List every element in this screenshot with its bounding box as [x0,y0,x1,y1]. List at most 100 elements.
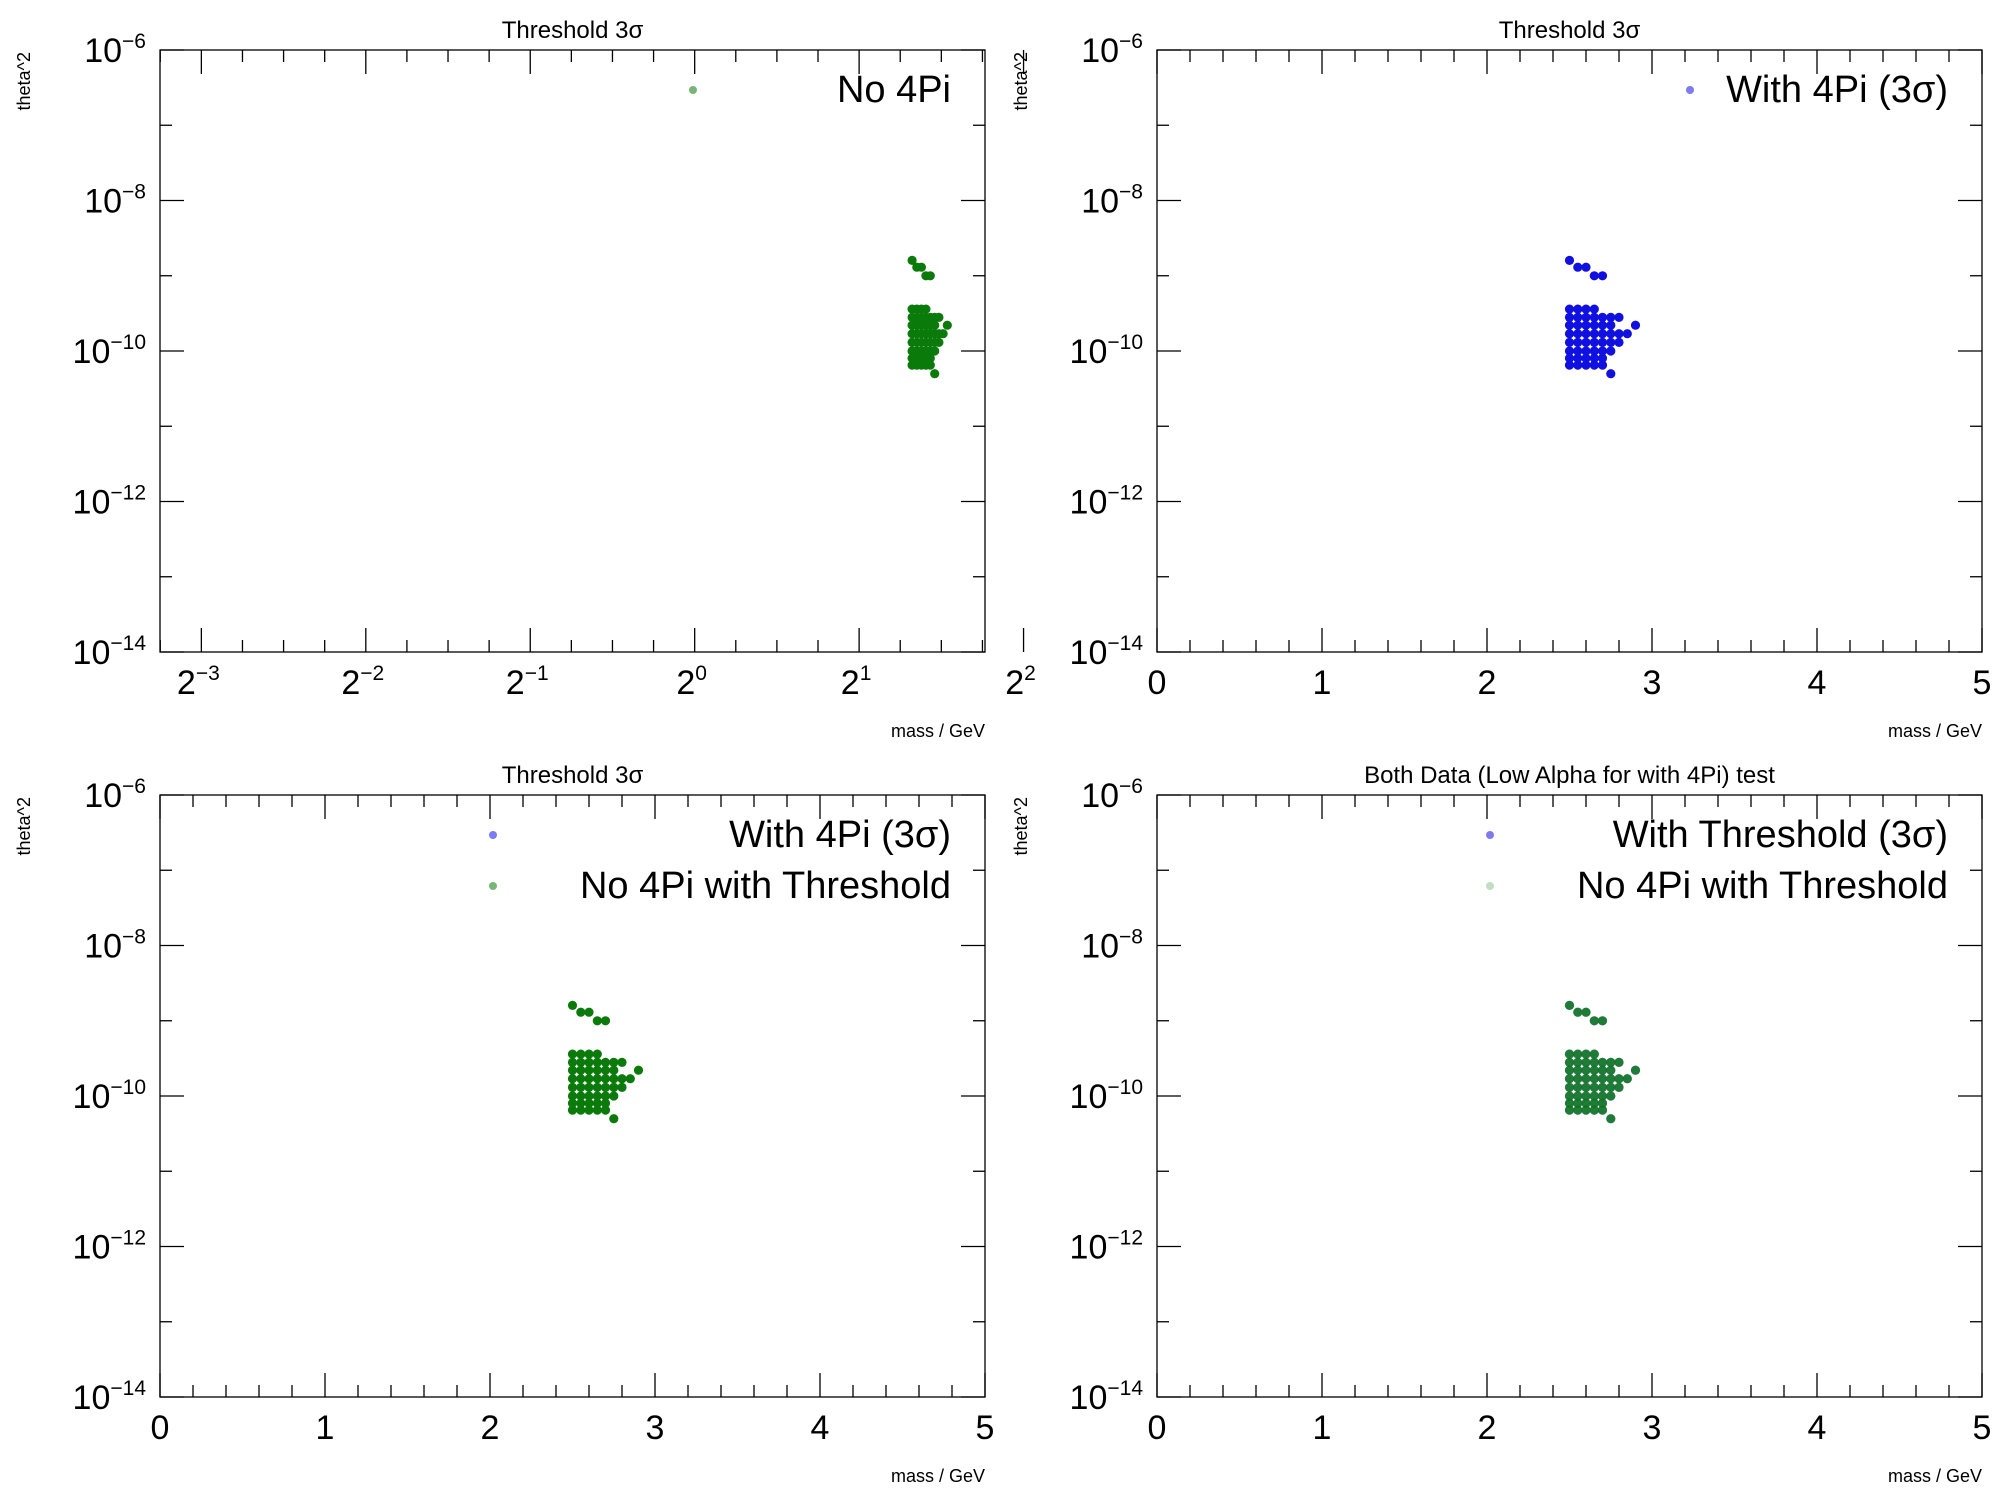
data-point [1573,312,1583,322]
data-point [1573,262,1583,272]
x-tick-label: 0 [1148,664,1167,702]
data-point [1597,1057,1608,1067]
data-point [592,1074,602,1084]
data-point [1622,1074,1632,1084]
data-point [592,1049,602,1059]
x-tick-label: 5 [1973,1409,1992,1447]
data-point [584,1105,594,1115]
data-point [1573,360,1583,370]
data-point [1606,346,1616,356]
data-point [1614,1074,1624,1084]
series-1 [1564,255,1641,379]
data-point [567,1105,578,1115]
data-point [1589,1057,1599,1067]
data-point [576,1091,586,1101]
data-point [1581,1007,1591,1017]
data-point [1564,312,1575,322]
data-point [609,1091,619,1101]
x-tick-label: 4 [1808,664,1827,702]
data-point [1573,1007,1583,1017]
data-point [925,353,935,363]
data-point [1597,1065,1608,1075]
y-axis-label: theta^2 [1011,52,1031,111]
legend-marker [489,831,497,839]
data-point [1573,1091,1583,1101]
data-point [1564,1057,1575,1067]
data-point [1614,312,1624,322]
x-axis-label: mass / GeV [891,1466,985,1486]
data-point [907,255,917,265]
data-point [609,1114,619,1124]
legend-marker [1486,882,1494,890]
data-point [934,312,944,322]
data-point [600,1098,611,1108]
y-tick-label: 10−14 [73,632,147,672]
y-axis-label: theta^2 [1011,797,1031,856]
x-tick-label: 0 [1148,1409,1167,1447]
data-point [1597,312,1608,322]
data-point [592,1098,602,1108]
data-point [1581,1049,1591,1059]
data-point [1564,360,1575,370]
x-axis-label: mass / GeV [891,721,985,741]
x-tick-label: 2−3 [177,662,220,702]
data-point [1606,337,1616,347]
data-point [921,304,931,314]
legend-label: No 4Pi with Threshold [1577,865,1948,907]
data-point [1573,346,1583,356]
data-point [567,1082,578,1092]
data-point [1597,1082,1608,1092]
data-point [567,1098,578,1108]
data-point [1606,320,1616,330]
data-point [1581,1057,1591,1067]
data-point [584,1091,594,1101]
data-point [930,320,940,330]
data-point [609,1057,619,1067]
legend: With 4Pi (3σ) No 4Pi with Threshold [489,814,951,907]
data-point [1581,320,1591,330]
data-point [576,1105,586,1115]
legend-label: No 4Pi [837,69,951,111]
x-tick-label: 2−1 [506,662,549,702]
data-point [1597,346,1608,356]
data-point [1581,262,1591,272]
data-point [1573,329,1583,339]
data-point [600,1082,611,1092]
data-point [609,1074,619,1084]
data-point [1589,1098,1599,1108]
x-tick-label: 3 [1643,1409,1662,1447]
y-tick-label: 10−12 [73,482,146,522]
y-tick-label: 10−6 [1081,775,1143,815]
data-point [1564,1105,1575,1115]
x-axis-label: mass / GeV [1888,721,1982,741]
x-tick-label: 4 [811,1409,830,1447]
x-tick-label: 2−2 [341,662,384,702]
data-point [600,1057,611,1067]
data-point [1581,337,1591,347]
data-point [1597,353,1608,363]
data-point [576,1098,586,1108]
data-point [576,1007,586,1017]
data-point [600,1105,611,1115]
data-point [1564,1049,1575,1059]
data-point [633,1065,644,1075]
series-1 [907,255,952,379]
data-point [1573,1074,1583,1084]
data-point [1630,1065,1641,1075]
data-point [1581,304,1591,314]
data-point [1564,1091,1575,1101]
data-point [1597,1098,1608,1108]
data-point [584,1074,594,1084]
x-tick-label: 5 [976,1409,995,1447]
data-point [1614,1057,1624,1067]
data-point [617,1057,627,1067]
x-tick-label: 1 [316,1409,335,1447]
data-point [600,1074,611,1084]
legend-marker [1486,831,1494,839]
data-point [1573,1049,1583,1059]
data-point [592,1082,602,1092]
data-point [1597,1091,1608,1101]
data-point [567,1049,578,1059]
x-tick-label: 0 [151,1409,170,1447]
chart-panel-4: Both Data (Low Alpha for with 4Pi) test t… [1011,762,1991,1486]
